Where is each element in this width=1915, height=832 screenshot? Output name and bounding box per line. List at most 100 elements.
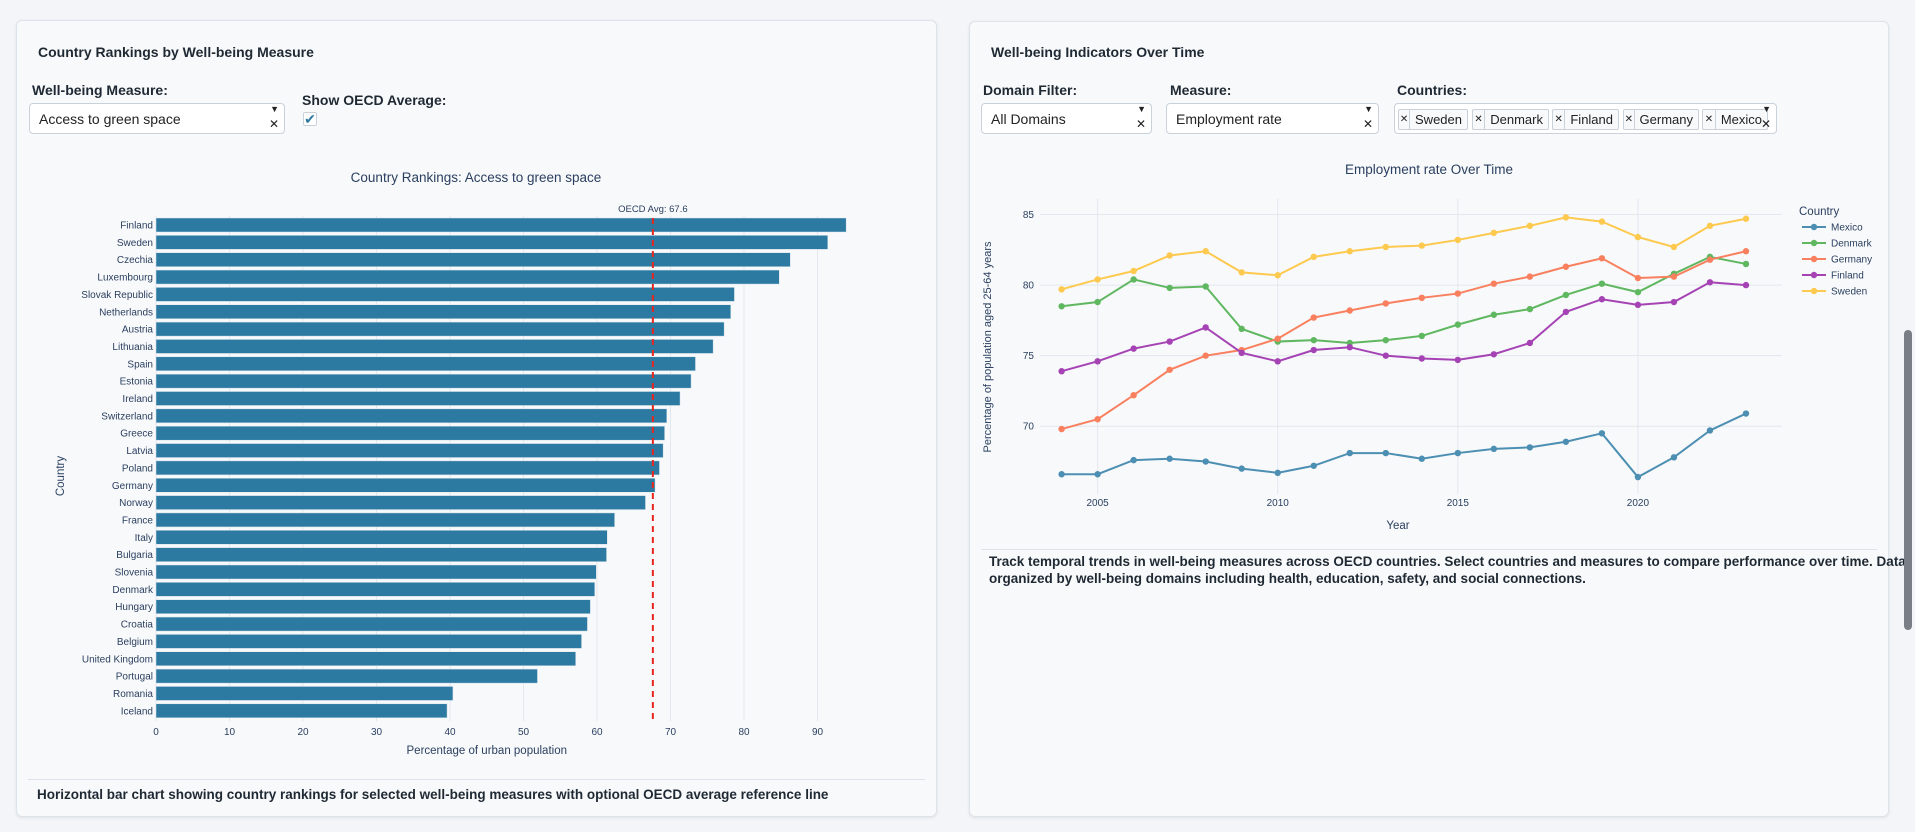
domain-filter-value: All Domains (991, 111, 1066, 127)
y-tick-label: Slovenia (115, 568, 154, 579)
y-tick-label: Italy (135, 533, 153, 544)
data-point (1706, 279, 1714, 286)
data-point (1634, 288, 1642, 296)
data-point (1310, 346, 1317, 354)
trend-measure-dropdown[interactable]: Employment rate ▼ ✕ (1166, 103, 1379, 134)
y-tick-label: 80 (1023, 281, 1035, 292)
y-tick-label: Estonia (120, 377, 154, 388)
y-tick-label: Netherlands (99, 307, 153, 318)
country-chip: ✕ Mexico (1702, 109, 1768, 130)
bar (155, 235, 829, 250)
legend-item: Mexico (1831, 223, 1863, 234)
chevron-down-icon[interactable]: ▼ (1137, 104, 1146, 114)
data-point (1490, 229, 1498, 237)
bar (155, 547, 607, 562)
y-tick-label: Latvia (126, 446, 153, 457)
data-point (1310, 462, 1317, 469)
domain-filter-dropdown[interactable]: All Domains ▼ ✕ (981, 103, 1152, 134)
data-point (1238, 349, 1245, 357)
data-point (1742, 260, 1750, 268)
country-chip: ✕ Finland (1552, 109, 1619, 130)
bar (155, 564, 597, 580)
y-tick-label: Austria (122, 325, 154, 336)
data-point (1238, 325, 1245, 333)
legend-title: Country (1799, 206, 1840, 218)
remove-icon[interactable]: ✕ (1624, 110, 1635, 129)
clear-icon[interactable]: ✕ (1362, 117, 1373, 131)
data-point (1274, 272, 1281, 279)
remove-icon[interactable]: ✕ (1473, 110, 1486, 129)
data-point (1346, 248, 1353, 255)
measure-dropdown[interactable]: Access to green space ▼ ✕ (29, 103, 285, 134)
data-point (1058, 303, 1065, 310)
divider (981, 549, 1877, 550)
clear-icon[interactable]: ✕ (1135, 117, 1146, 131)
data-point (1310, 253, 1317, 261)
data-point (1562, 438, 1570, 445)
data-point (1706, 222, 1714, 230)
chevron-down-icon[interactable]: ▼ (1364, 104, 1373, 114)
bar (155, 356, 696, 372)
data-point (1598, 218, 1606, 225)
trend-measure-value: Employment rate (1176, 111, 1282, 127)
y-tick-label: 85 (1023, 210, 1035, 221)
data-point (1166, 455, 1173, 462)
y-tick-label: Germany (112, 481, 153, 492)
bar (155, 599, 591, 614)
remove-icon[interactable]: ✕ (1703, 110, 1716, 129)
data-point (1346, 449, 1353, 457)
bar (155, 582, 596, 597)
x-tick-label: 30 (371, 727, 383, 738)
y-tick-label: Poland (122, 463, 153, 474)
trends-description-line-1: Track temporal trends in well-being meas… (989, 554, 1906, 569)
bar (155, 304, 732, 319)
bar (155, 252, 791, 267)
data-point (1166, 252, 1173, 259)
data-point (1166, 338, 1173, 345)
chevron-down-icon[interactable]: ▼ (1762, 104, 1771, 114)
legend-marker (1810, 223, 1818, 231)
oecd-average-checkbox[interactable]: ✔ (303, 112, 317, 126)
data-point (1094, 276, 1101, 283)
bar (155, 495, 646, 510)
x-tick-label: 80 (738, 727, 750, 738)
data-point (1670, 454, 1678, 461)
data-point (1454, 321, 1462, 328)
divider (28, 779, 925, 780)
data-point (1418, 455, 1426, 462)
x-axis-title: Percentage of urban population (407, 745, 567, 757)
x-tick-label: 0 (153, 727, 159, 738)
clear-icon[interactable]: ✕ (268, 117, 279, 131)
bar (155, 651, 576, 666)
line-chart-title: Employment rate Over Time (1345, 162, 1513, 177)
countries-multiselect[interactable]: ✕ Sweden ✕ Denmark ✕ Finland ✕ Germany ✕ Mexi… (1394, 103, 1777, 134)
y-tick-label: Belgium (117, 637, 153, 648)
chevron-down-icon[interactable]: ▼ (270, 104, 279, 114)
data-point (1202, 283, 1209, 290)
country-chip: ✕ Sweden (1398, 109, 1468, 130)
rankings-panel-title: Country Rankings by Well-being Measure (38, 44, 314, 60)
x-tick-label: 2015 (1447, 498, 1470, 509)
data-point (1094, 415, 1101, 423)
remove-icon[interactable]: ✕ (1399, 110, 1411, 129)
data-point (1166, 284, 1173, 292)
clear-icon[interactable]: ✕ (1760, 117, 1771, 131)
legend-item: Sweden (1831, 287, 1867, 298)
bar (155, 217, 847, 233)
data-point (1094, 471, 1101, 478)
data-point (1058, 425, 1065, 433)
x-tick-label: 2010 (1267, 498, 1290, 509)
page-scrollbar[interactable] (1904, 330, 1912, 630)
data-point (1238, 269, 1245, 276)
data-point (1490, 280, 1498, 287)
data-point (1742, 248, 1750, 255)
data-point (1130, 276, 1137, 283)
data-point (1598, 280, 1606, 287)
data-point (1454, 449, 1462, 457)
data-point (1526, 444, 1534, 451)
country-chip: ✕ Germany (1623, 109, 1699, 130)
y-tick-label: Lithuania (112, 342, 153, 353)
bar (155, 512, 615, 528)
x-tick-label: 70 (665, 727, 677, 738)
remove-icon[interactable]: ✕ (1553, 110, 1566, 129)
